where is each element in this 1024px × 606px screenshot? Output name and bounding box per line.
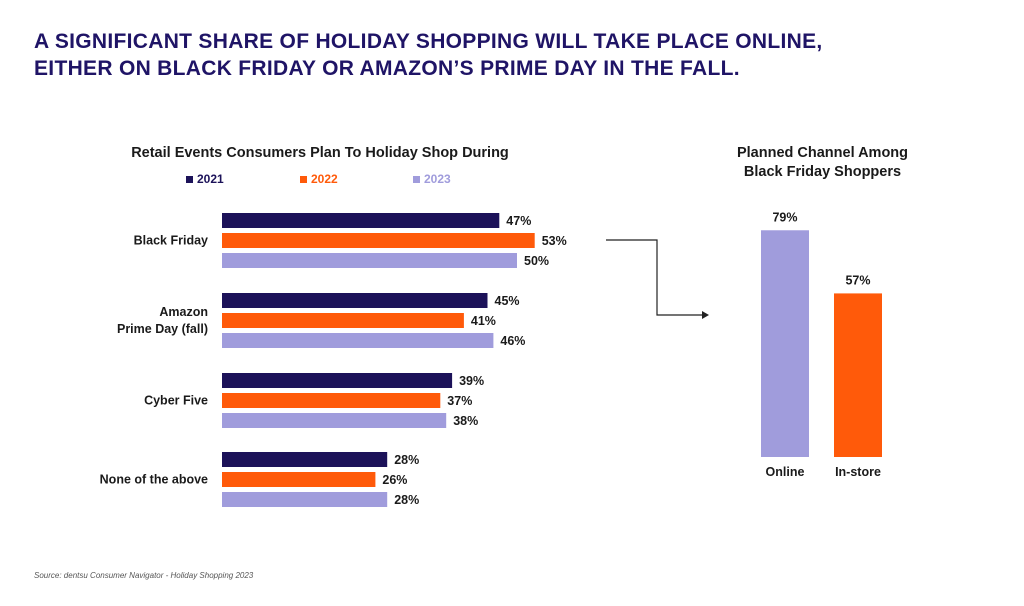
right-chart-title: Planned Channel Among Black Friday Shopp… bbox=[700, 144, 945, 182]
right-chart-title-line-1: Planned Channel Among bbox=[736, 145, 909, 161]
legend-swatch-2023 bbox=[413, 175, 420, 183]
horizontal-bar-chart: Black Friday 47% 53% 50% Amazon Prime Day (fa… bbox=[100, 213, 567, 507]
data-label: 28% bbox=[394, 453, 419, 467]
data-label: 47% bbox=[506, 214, 531, 228]
data-label: 50% bbox=[524, 254, 549, 268]
chart-legend: 2021 2022 2023 bbox=[186, 172, 546, 188]
data-label: 26% bbox=[382, 473, 407, 487]
legend-item-2022: 2022 bbox=[300, 172, 338, 186]
bar-2021 bbox=[222, 452, 388, 467]
right-chart-title-line-2: Black Friday Shoppers bbox=[743, 164, 902, 180]
legend-label-2023: 2023 bbox=[424, 172, 451, 186]
category-label: None of the above bbox=[100, 473, 208, 487]
bar-2023 bbox=[222, 492, 388, 507]
legend-swatch-2021 bbox=[186, 175, 193, 183]
category-label: In-store bbox=[835, 465, 881, 479]
legend-label-2021: 2021 bbox=[197, 172, 224, 186]
bar-2022 bbox=[222, 393, 441, 408]
headline: A SIGNIFICANT SHARE OF HOLIDAY SHOPPING … bbox=[34, 28, 934, 82]
headline-line-1: A SIGNIFICANT SHARE OF HOLIDAY SHOPPING … bbox=[34, 30, 823, 53]
data-label: 57% bbox=[845, 273, 870, 287]
data-label: 79% bbox=[772, 210, 797, 224]
bar-2022 bbox=[222, 233, 535, 248]
category-label: Black Friday bbox=[134, 234, 208, 248]
legend-label-2022: 2022 bbox=[311, 172, 338, 186]
bar-2021 bbox=[222, 293, 488, 308]
category-label: Cyber Five bbox=[144, 394, 208, 408]
connector-arrow bbox=[606, 239, 709, 319]
left-chart-title: Retail Events Consumers Plan To Holiday … bbox=[131, 145, 509, 161]
legend-item-2021: 2021 bbox=[186, 172, 224, 186]
legend-swatch-2022 bbox=[300, 175, 307, 183]
data-label: 46% bbox=[500, 334, 525, 348]
bar-2023 bbox=[222, 333, 494, 348]
bar-2021 bbox=[222, 373, 453, 388]
category-label: Online bbox=[766, 465, 805, 479]
bar-in-store bbox=[834, 293, 882, 457]
category-label: Amazon bbox=[159, 305, 208, 319]
legend-item-2023: 2023 bbox=[413, 172, 451, 186]
bar-2021 bbox=[222, 213, 500, 228]
bar-2023 bbox=[222, 413, 447, 428]
data-label: 53% bbox=[542, 234, 567, 248]
source-note: Source: dentsu Consumer Navigator - Holi… bbox=[34, 571, 254, 580]
category-label: Prime Day (fall) bbox=[117, 322, 208, 336]
data-label: 41% bbox=[471, 314, 496, 328]
headline-line-2: EITHER ON BLACK FRIDAY OR AMAZON’S PRIME… bbox=[34, 57, 740, 80]
bar-2022 bbox=[222, 472, 376, 487]
data-label: 38% bbox=[453, 414, 478, 428]
vertical-bar-chart: 79% Online 57% In-store bbox=[761, 210, 882, 479]
data-label: 39% bbox=[459, 374, 484, 388]
data-label: 45% bbox=[495, 294, 520, 308]
bar-2022 bbox=[222, 313, 464, 328]
data-label: 37% bbox=[447, 394, 472, 408]
bar-2023 bbox=[222, 253, 517, 268]
bar-online bbox=[761, 230, 809, 457]
data-label: 28% bbox=[394, 493, 419, 507]
